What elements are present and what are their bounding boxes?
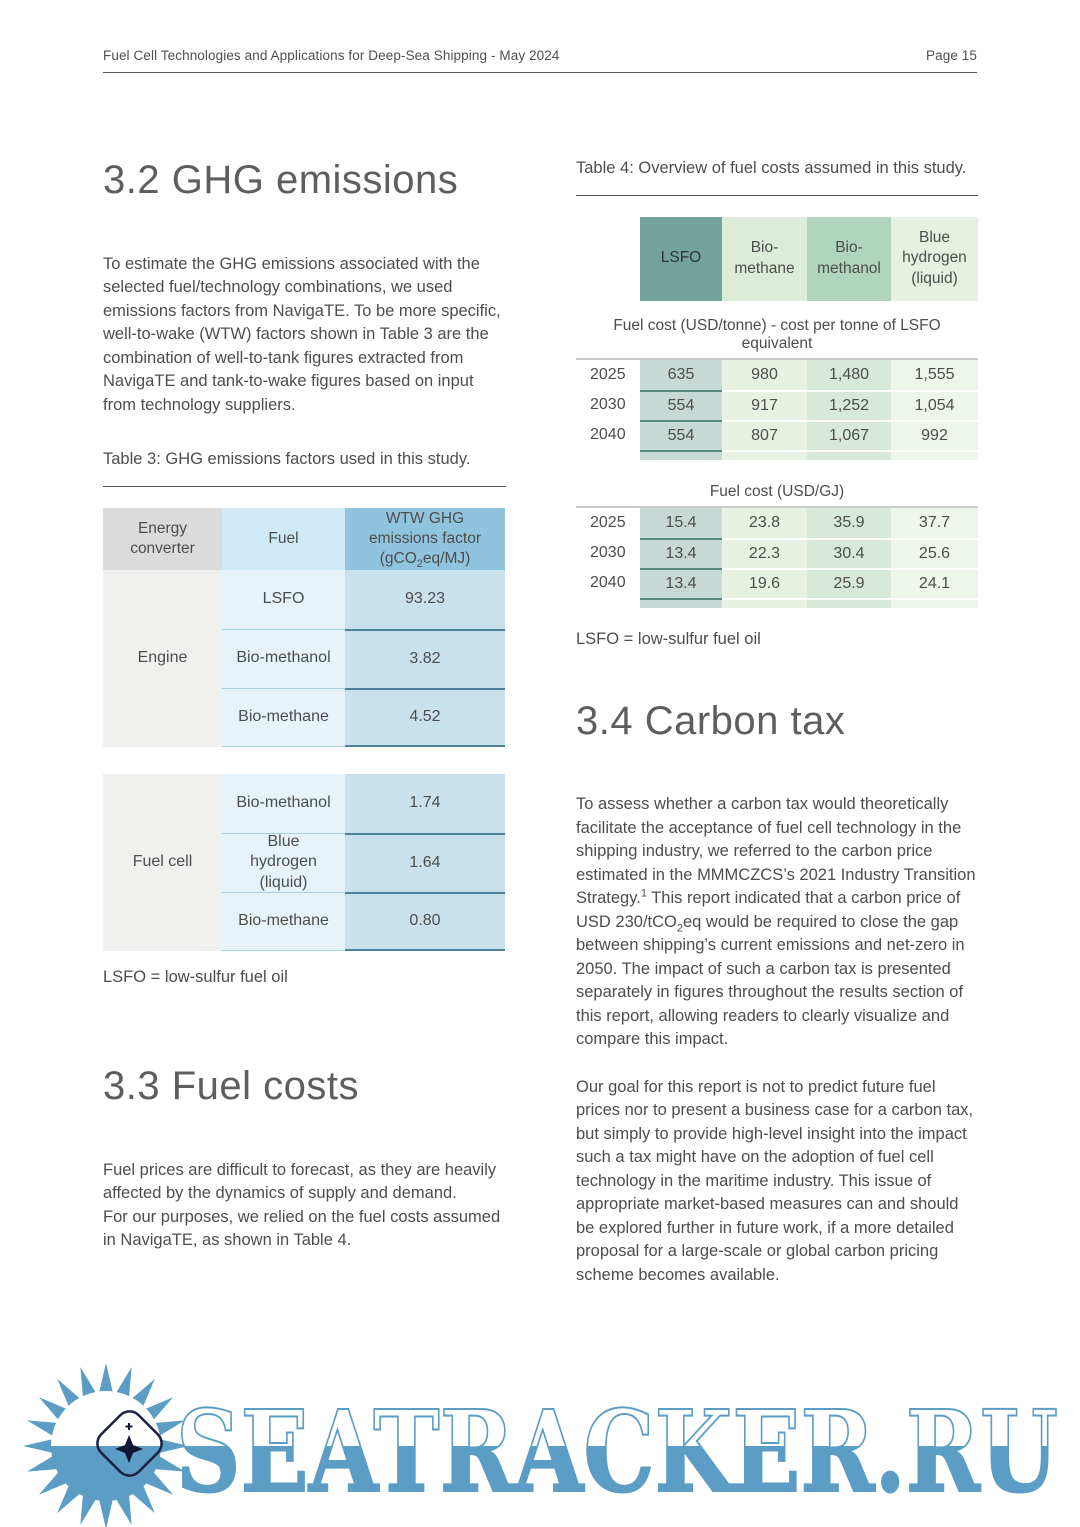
value-cell: 917 <box>722 389 807 420</box>
table3-value-cell: 1.64 <box>345 832 505 892</box>
table4-header-lsfo: LSFO <box>640 216 722 301</box>
table3-value-cell: 4.52 <box>345 687 505 747</box>
value-cell: 19.6 <box>722 567 807 598</box>
page-header: Fuel Cell Technologies and Applications … <box>103 0 977 73</box>
year-cell: 2030 <box>576 389 640 420</box>
table3-caption-rule <box>103 485 506 487</box>
section-heading-fuel-costs: 3.3 Fuel costs <box>103 1063 360 1108</box>
table4-header-biomethane: Bio-methane <box>722 216 807 301</box>
carbon-tax-paragraph-2: Our goal for this report is not to predi… <box>576 1077 974 1284</box>
table3-header-converter: Energy converter <box>103 507 222 570</box>
table4-header-blank <box>576 217 640 301</box>
value-cell: 25.6 <box>891 537 978 568</box>
table3-value-cell: 93.23 <box>345 569 505 629</box>
table3-fuel-cell: Blue hydrogen (liquid) <box>222 833 345 892</box>
ghg-paragraph: To estimate the GHG emissions associated… <box>103 254 501 414</box>
value-cell: 22.3 <box>722 537 807 568</box>
table4-gj-rule <box>576 505 978 508</box>
value-cell: 635 <box>640 359 722 390</box>
table3-fuel-cell: Bio-methane <box>222 891 345 951</box>
page-number: Page 15 <box>926 48 977 63</box>
table3-engine-block: Engine LSFO 93.23 Bio-methanol 3.82 Bio-… <box>103 569 506 747</box>
value-cell: 30.4 <box>807 537 891 568</box>
year-cell: 2040 <box>576 419 640 450</box>
section-heading-ghg: 3.2 GHG emissions <box>103 158 459 202</box>
fuel-costs-paragraph: Fuel prices are difficult to forecast, a… <box>103 1160 501 1250</box>
star-icon <box>115 1435 143 1463</box>
value-cell: 37.7 <box>891 507 978 538</box>
carbon-tax-paragraph-1: To assess whether a carbon tax would the… <box>576 795 976 1049</box>
table3-footnote: LSFO = low-sulfur fuel oil <box>103 967 288 986</box>
table3-caption: Table 3: GHG emissions factors used in t… <box>103 450 471 469</box>
table4-footnote: LSFO = low-sulfur fuel oil <box>576 629 761 648</box>
value-cell: 554 <box>640 389 722 420</box>
table4-gj-rows: 2025 15.4 23.8 35.9 37.7 2030 13.4 22.3 … <box>576 507 978 598</box>
table3-value-cell: 3.82 <box>345 628 505 688</box>
seatracker-watermark: SEATRACKER.RU <box>23 1363 1059 1527</box>
watermark-text: SEATRACKER.RU <box>176 1387 1058 1518</box>
value-cell: 13.4 <box>640 567 722 598</box>
value-cell: 25.9 <box>807 567 891 598</box>
section-heading-carbon-tax: 3.4 Carbon tax <box>576 698 846 743</box>
table3-fuelcell-block: Fuel cell Bio-methanol 1.74 Blue hydroge… <box>103 773 506 951</box>
year-cell: 2040 <box>576 567 640 598</box>
value-cell: 13.4 <box>640 537 722 568</box>
value-cell: 24.1 <box>891 567 978 598</box>
table3-converter-cell: Fuel cell <box>103 773 222 951</box>
table3-converter-cell: Engine <box>103 569 222 747</box>
table4-header-biomethanol: Bio-methanol <box>807 216 891 301</box>
value-cell: 35.9 <box>807 507 891 538</box>
table3-header-wtw: WTW GHG emissions factor (gCO2eq/MJ) <box>345 507 505 570</box>
value-cell: 23.8 <box>722 507 807 538</box>
value-cell: 554 <box>640 419 722 450</box>
table4-caption-rule <box>576 194 978 196</box>
year-cell: 2025 <box>576 359 640 390</box>
year-cell: 2030 <box>576 537 640 568</box>
plus-icon <box>125 1423 133 1430</box>
footnote-marker: 1 <box>640 887 647 900</box>
sun-disk-bottom <box>51 1446 161 1501</box>
table4-gj-footer-strip <box>576 597 978 608</box>
compass-diamond-icon <box>96 1410 163 1477</box>
table3-value-cell: 1.74 <box>345 773 505 833</box>
value-cell: 15.4 <box>640 507 722 538</box>
table3-value-cell: 0.80 <box>345 891 505 951</box>
table3-header-fuel: Fuel <box>222 507 345 570</box>
sun-disk-top <box>51 1391 161 1446</box>
value-cell: 1,252 <box>807 389 891 420</box>
right-column: Table 4: Overview of fuel costs assumed … <box>576 120 978 1287</box>
table4-header-blue-hydrogen: Blue hydrogen (liquid) <box>891 216 978 301</box>
table4-tonne-label: Fuel cost (USD/tonne) - cost per tonne o… <box>613 316 941 352</box>
table4-tonne-rule <box>576 357 978 360</box>
table4-tonne-rows: 2025 635 980 1,480 1,555 2030 554 917 1,… <box>576 359 978 450</box>
value-cell: 1,067 <box>807 419 891 450</box>
table3-header-row: Energy converter Fuel WTW GHG emissions … <box>103 507 506 570</box>
table3-fuel-cell: LSFO <box>222 569 345 629</box>
table3-block-gap <box>103 747 506 774</box>
value-cell: 1,555 <box>891 359 978 390</box>
table3-fuel-cell: Bio-methanol <box>222 628 345 688</box>
table3-fuel-cell: Bio-methanol <box>222 773 345 833</box>
table4-header-row: LSFO Bio-methane Bio-methanol Blue hydro… <box>576 216 978 301</box>
left-column: 3.2 GHG emissions To estimate the GHG em… <box>103 120 506 1253</box>
table3-fuel-cell: Bio-methane <box>222 687 345 747</box>
table4-caption: Table 4: Overview of fuel costs assumed … <box>576 159 967 177</box>
value-cell: 980 <box>722 359 807 390</box>
year-cell: 2025 <box>576 507 640 538</box>
value-cell: 1,480 <box>807 359 891 390</box>
value-cell: 1,054 <box>891 389 978 420</box>
table4-tonne-footer-strip <box>576 449 978 460</box>
value-cell: 807 <box>722 419 807 450</box>
value-cell: 992 <box>891 419 978 450</box>
document-title: Fuel Cell Technologies and Applications … <box>103 48 560 63</box>
table4-gj-label: Fuel cost (USD/GJ) <box>709 482 845 500</box>
